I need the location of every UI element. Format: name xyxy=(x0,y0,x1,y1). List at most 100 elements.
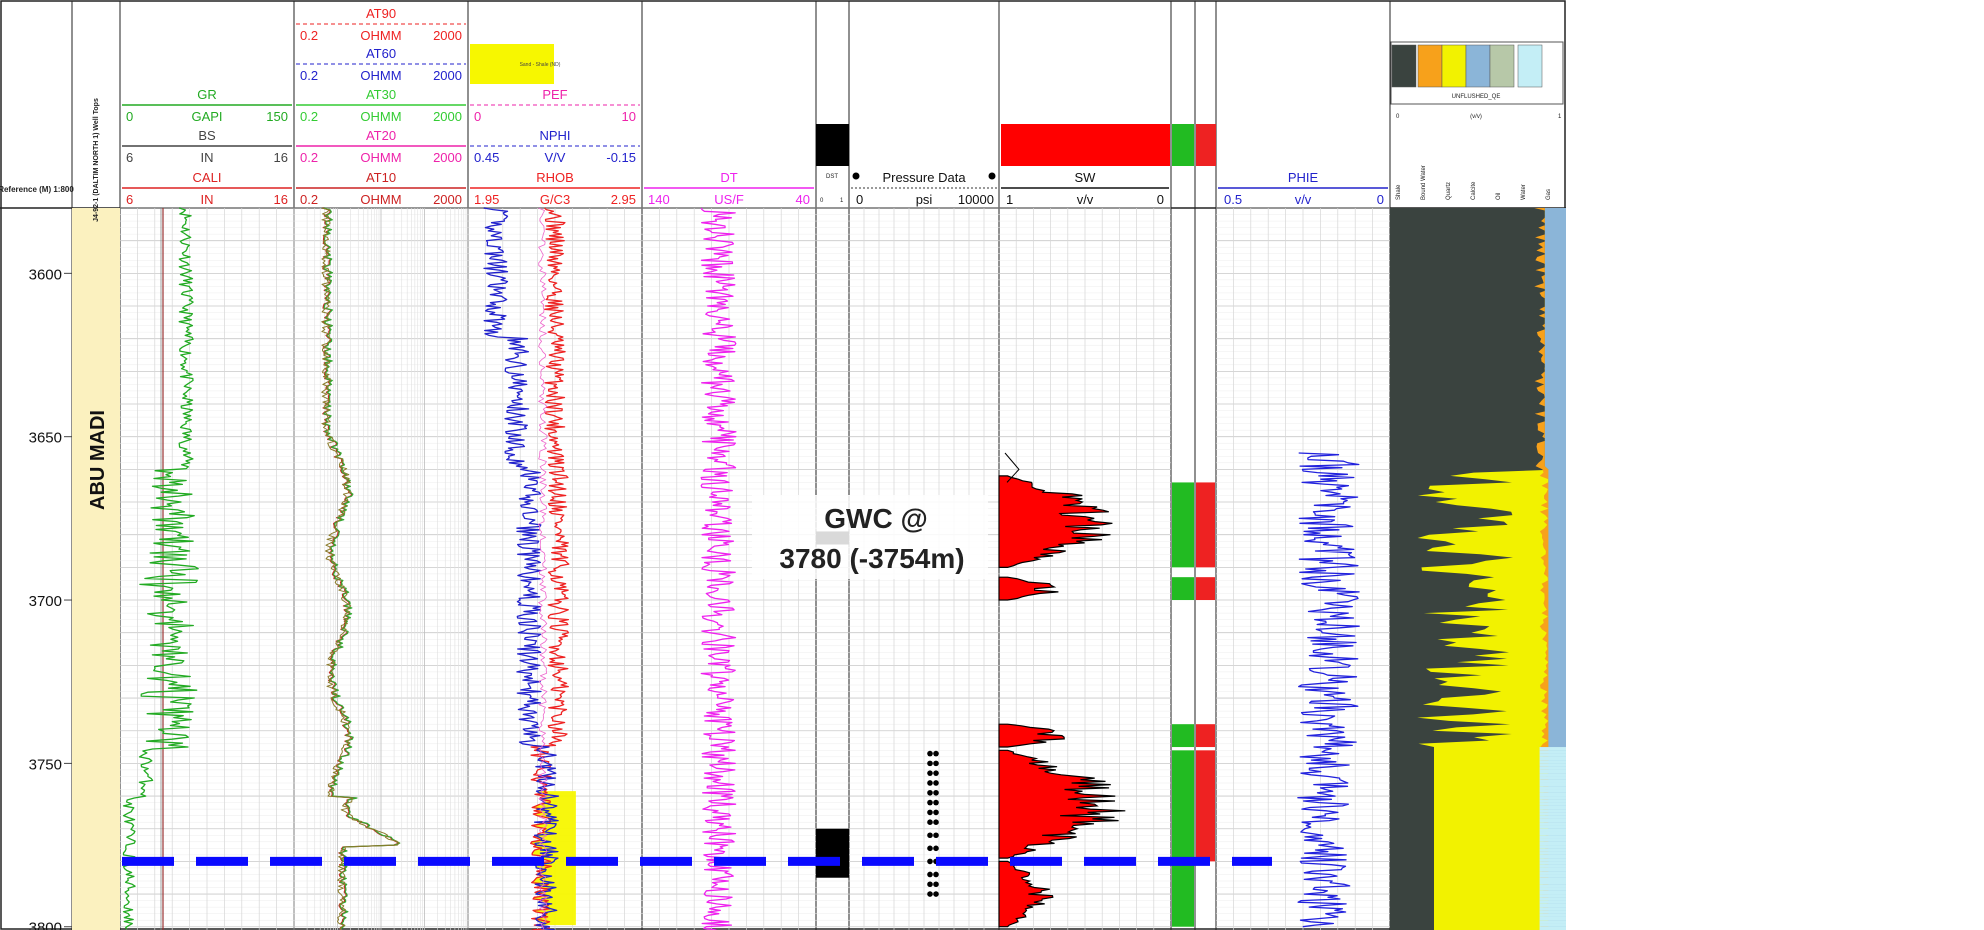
depth-tick-label: 3650 xyxy=(29,430,62,447)
litho-water xyxy=(1539,792,1566,797)
curve-min: 0.45 xyxy=(474,150,499,165)
litho-water xyxy=(1539,874,1566,878)
phie-unit: v/v xyxy=(1295,192,1312,207)
litho-water xyxy=(1539,786,1566,790)
curve-name: DT xyxy=(720,170,737,185)
curve-max: -0.15 xyxy=(606,150,636,165)
litho-water xyxy=(1539,907,1566,911)
pressure-title: Pressure Data xyxy=(882,170,966,185)
curve-max: 150 xyxy=(266,109,288,124)
curve-min: 0.2 xyxy=(300,150,318,165)
curve-unit: OHMM xyxy=(360,28,401,43)
dst-max: 1 xyxy=(840,198,844,204)
curve-unit: OHMM xyxy=(360,68,401,83)
track-headers: 3600 3650 3700 3750 3800 Reference (M) 1:800 J… xyxy=(0,6,1564,930)
curve-max: 2.95 xyxy=(611,192,636,207)
phie-min: 0.5 xyxy=(1224,192,1242,207)
litho-water xyxy=(1539,880,1566,885)
litho-component-label: Bound Water xyxy=(1421,165,1427,200)
litho-water xyxy=(1539,831,1566,836)
litho-water xyxy=(1539,916,1566,921)
flag-unflag xyxy=(1172,577,1194,601)
pressure-min: 0 xyxy=(856,192,863,207)
sw-fill-block xyxy=(998,860,1054,928)
depth-reference-label: Reference (M) 1:800 xyxy=(0,185,74,194)
curve-unit: OHMM xyxy=(360,150,401,165)
flag-unflag xyxy=(1172,750,1194,862)
litho-component-label: Water xyxy=(1521,184,1527,200)
curve-name: AT60 xyxy=(366,46,396,61)
pressure-point xyxy=(927,780,933,786)
litho-water xyxy=(1539,920,1566,924)
litho-water xyxy=(1539,756,1566,761)
pressure-point xyxy=(933,891,939,897)
litho-water xyxy=(1539,864,1566,868)
gwc-label-line1: GWC @ xyxy=(824,503,928,534)
dst-min: 0 xyxy=(820,198,824,204)
litho-water xyxy=(1539,867,1566,872)
curve-unit: V/V xyxy=(545,150,566,165)
pressure-point xyxy=(933,881,939,888)
litho-quartz xyxy=(1417,208,1563,930)
curve-name: GR xyxy=(197,87,217,102)
pressure-unit: psi xyxy=(916,192,933,207)
litho-water xyxy=(1539,890,1566,895)
pressure-point xyxy=(933,809,939,816)
litho-water xyxy=(1539,828,1566,832)
curve-min: 0 xyxy=(474,109,481,124)
curve-name: AT30 xyxy=(366,87,396,102)
curve-max: 2000 xyxy=(433,28,462,43)
flag-pay xyxy=(1196,577,1215,601)
pressure-point xyxy=(927,770,933,776)
litho-water xyxy=(1539,858,1566,862)
pressure-point xyxy=(927,871,933,878)
sw-unit: v/v xyxy=(1077,192,1094,207)
litho-water xyxy=(1539,769,1566,774)
litho-component-label: Shale xyxy=(1396,184,1402,200)
curve-name: PEF xyxy=(542,87,567,102)
gr-curve xyxy=(122,207,199,930)
litho-water xyxy=(1539,887,1566,891)
curve-unit: US/F xyxy=(714,192,744,207)
pressure-point xyxy=(927,750,933,757)
litho-water xyxy=(1539,750,1566,754)
litho-water xyxy=(1539,923,1566,927)
pressure-point xyxy=(927,858,933,865)
litho-water xyxy=(1539,871,1566,875)
litho-water xyxy=(1539,845,1566,849)
sand-shale-label: Sand - Shale (ND) xyxy=(520,62,561,68)
litho-water xyxy=(1539,913,1566,917)
litho-water xyxy=(1539,760,1566,764)
litho-scale-unit: (v/v) xyxy=(1470,114,1482,120)
flag1-header-swatch xyxy=(1172,124,1194,166)
curve-min: 6 xyxy=(126,192,133,207)
pressure-max: 10000 xyxy=(958,192,994,207)
litho-water xyxy=(1539,789,1566,793)
curve-unit: IN xyxy=(201,192,214,207)
depth-tick-label: 3800 xyxy=(29,920,62,930)
pressure-point xyxy=(933,845,939,852)
sw-fill-block xyxy=(998,576,1059,601)
dt-curve xyxy=(700,207,737,930)
dst-header-label: DST xyxy=(826,174,838,180)
log-curves xyxy=(122,207,1566,930)
pressure-point xyxy=(927,881,933,888)
sand-shale-swatch xyxy=(470,44,554,84)
litho-water xyxy=(1539,848,1566,852)
pressure-point xyxy=(933,789,939,796)
phie-curve xyxy=(1297,452,1360,928)
sw-fill-block xyxy=(998,723,1065,748)
depth-tick-label: 3700 xyxy=(29,593,62,610)
pressure-point xyxy=(927,845,933,852)
pressure-point xyxy=(933,750,939,757)
litho-water xyxy=(1539,841,1566,846)
curve-max: 2000 xyxy=(433,68,462,83)
dst-interval xyxy=(816,828,849,878)
litho-water xyxy=(1539,897,1566,901)
pressure-point xyxy=(927,891,933,897)
sw-fill-block xyxy=(998,749,1126,859)
flag-pay xyxy=(1196,482,1215,568)
flag-pay xyxy=(1196,750,1215,862)
depth-tick-label: 3600 xyxy=(29,266,62,283)
litho-water xyxy=(1539,884,1566,888)
